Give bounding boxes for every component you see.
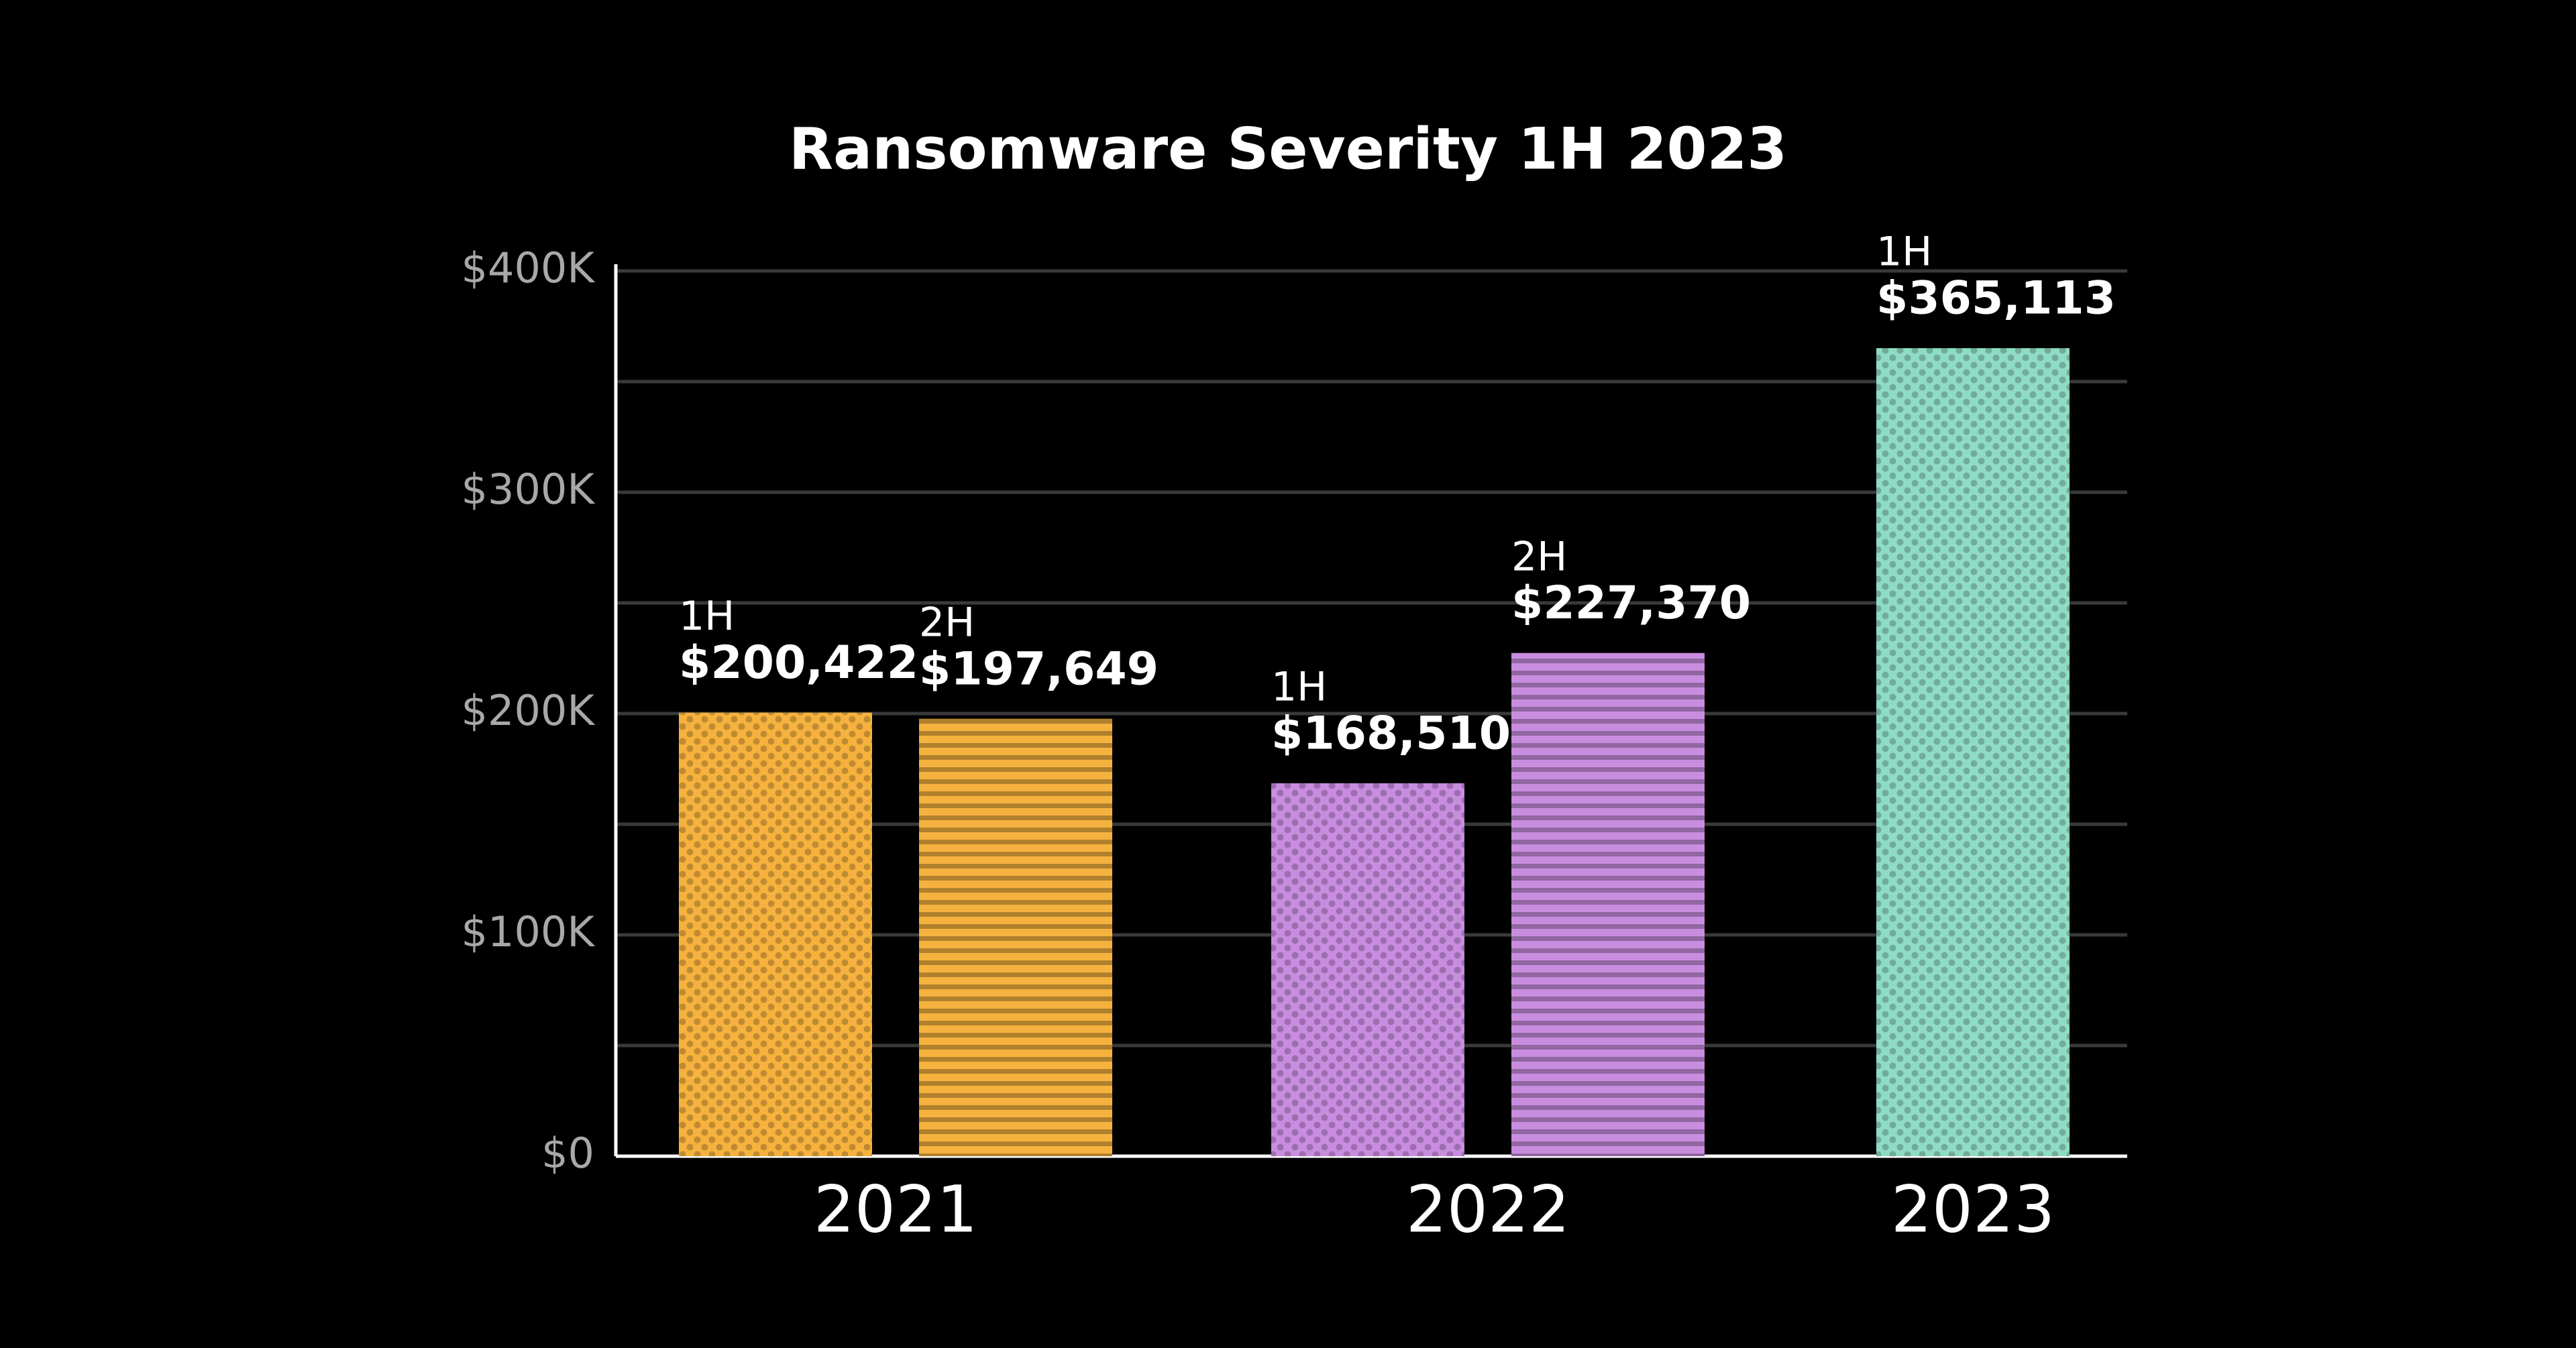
y-tick-label: $200K <box>462 686 596 735</box>
value-label: $200,422 <box>679 636 918 689</box>
bar-series-label: 2H <box>919 599 975 646</box>
x-tick-label: 2022 <box>1406 1172 1570 1247</box>
value-label: $365,113 <box>1876 272 2116 325</box>
y-tick-label: $400K <box>462 243 596 292</box>
bar-series-label: 1H <box>679 593 735 640</box>
value-label: $168,510 <box>1271 707 1511 760</box>
bar-series-label: 2H <box>1511 533 1567 580</box>
bar-series-label: 1H <box>1876 229 1932 276</box>
bar-series-label: 1H <box>1271 664 1327 711</box>
bar <box>1511 653 1705 1156</box>
bar <box>1876 348 2070 1156</box>
y-tick-label: $300K <box>462 465 596 514</box>
value-label: $197,649 <box>919 642 1159 695</box>
y-tick-label: $100K <box>462 907 596 956</box>
x-tick-label: 2021 <box>814 1172 977 1247</box>
bar <box>919 718 1112 1156</box>
value-label: $227,370 <box>1511 577 1751 630</box>
chart-title: Ransomware Severity 1H 2023 <box>789 115 1787 182</box>
bar <box>679 712 872 1156</box>
x-tick-label: 2023 <box>1891 1172 2055 1247</box>
y-tick-label: $0 <box>541 1129 594 1178</box>
bar <box>1271 783 1464 1156</box>
